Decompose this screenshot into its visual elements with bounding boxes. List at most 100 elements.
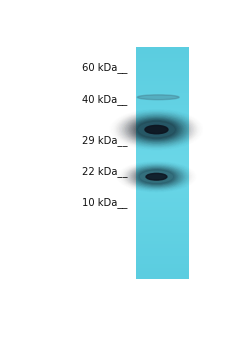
Bar bbox=[136, 276, 189, 278]
Bar bbox=[136, 92, 189, 93]
Bar bbox=[136, 250, 189, 251]
Bar bbox=[136, 60, 189, 61]
Bar bbox=[136, 234, 189, 235]
Bar bbox=[136, 210, 189, 211]
Bar bbox=[136, 60, 189, 61]
Bar bbox=[136, 124, 189, 125]
Bar bbox=[136, 193, 189, 194]
Bar bbox=[136, 232, 189, 233]
Bar bbox=[136, 116, 189, 117]
Bar bbox=[136, 161, 189, 162]
Bar bbox=[136, 155, 189, 156]
Bar bbox=[136, 51, 189, 52]
Bar bbox=[136, 78, 189, 79]
Bar bbox=[136, 205, 189, 206]
Bar bbox=[136, 199, 189, 200]
Bar bbox=[136, 212, 189, 214]
Bar bbox=[136, 100, 189, 101]
Bar bbox=[136, 240, 189, 241]
Bar bbox=[136, 132, 189, 133]
Bar bbox=[136, 164, 189, 165]
Bar bbox=[136, 69, 189, 70]
Bar bbox=[136, 130, 189, 131]
Bar bbox=[136, 278, 189, 279]
Bar bbox=[136, 106, 189, 107]
Bar bbox=[136, 276, 189, 277]
Bar bbox=[136, 88, 189, 89]
Bar bbox=[136, 83, 189, 84]
Bar bbox=[136, 85, 189, 86]
Bar bbox=[136, 56, 189, 57]
Bar bbox=[136, 251, 189, 252]
Bar bbox=[136, 58, 189, 59]
Bar bbox=[136, 70, 189, 71]
Bar bbox=[136, 141, 189, 142]
Bar bbox=[136, 205, 189, 206]
Bar bbox=[136, 223, 189, 224]
Bar bbox=[136, 99, 189, 100]
Ellipse shape bbox=[126, 117, 186, 142]
Bar bbox=[136, 239, 189, 240]
Bar bbox=[136, 253, 189, 254]
Bar bbox=[136, 249, 189, 250]
Bar bbox=[136, 161, 189, 162]
Bar bbox=[136, 166, 189, 167]
Bar bbox=[136, 49, 189, 50]
Bar bbox=[136, 255, 189, 256]
Bar bbox=[136, 48, 189, 49]
Bar bbox=[136, 89, 189, 90]
Bar bbox=[136, 171, 189, 172]
Bar bbox=[136, 244, 189, 245]
Bar bbox=[136, 158, 189, 159]
Bar bbox=[136, 94, 189, 95]
Bar bbox=[136, 70, 189, 71]
Bar bbox=[136, 50, 189, 51]
Bar bbox=[136, 107, 189, 108]
Bar bbox=[136, 110, 189, 111]
Bar bbox=[136, 248, 189, 249]
Ellipse shape bbox=[133, 119, 180, 140]
Bar bbox=[136, 158, 189, 159]
Bar bbox=[136, 175, 189, 176]
Bar bbox=[136, 105, 189, 106]
Bar bbox=[136, 239, 189, 240]
Bar bbox=[136, 264, 189, 265]
Bar bbox=[136, 222, 189, 223]
Bar bbox=[136, 112, 189, 113]
Bar bbox=[136, 261, 189, 262]
Bar bbox=[136, 233, 189, 235]
Bar bbox=[136, 181, 189, 182]
Bar bbox=[136, 138, 189, 139]
Bar bbox=[136, 63, 189, 64]
Bar bbox=[136, 139, 189, 140]
Bar bbox=[136, 184, 189, 185]
Bar bbox=[136, 243, 189, 244]
Bar bbox=[136, 96, 189, 97]
Bar bbox=[136, 136, 189, 137]
Bar bbox=[136, 229, 189, 230]
Bar bbox=[136, 202, 189, 203]
Bar bbox=[136, 198, 189, 199]
Bar bbox=[136, 163, 189, 164]
Bar bbox=[136, 101, 189, 102]
Bar bbox=[136, 253, 189, 254]
Bar bbox=[136, 123, 189, 124]
Bar bbox=[136, 146, 189, 147]
Bar bbox=[136, 80, 189, 82]
Bar bbox=[136, 153, 189, 154]
Bar bbox=[136, 102, 189, 103]
Ellipse shape bbox=[137, 95, 179, 100]
Bar bbox=[136, 197, 189, 198]
Text: 60 kDa__: 60 kDa__ bbox=[82, 62, 128, 73]
Bar bbox=[136, 95, 189, 96]
Bar bbox=[136, 183, 189, 184]
Bar bbox=[136, 83, 189, 84]
Bar bbox=[136, 150, 189, 152]
Bar bbox=[136, 138, 189, 139]
Bar bbox=[136, 90, 189, 91]
Bar bbox=[136, 275, 189, 276]
Bar bbox=[136, 111, 189, 112]
Bar bbox=[136, 168, 189, 169]
Bar bbox=[136, 168, 189, 169]
Bar bbox=[136, 79, 189, 80]
